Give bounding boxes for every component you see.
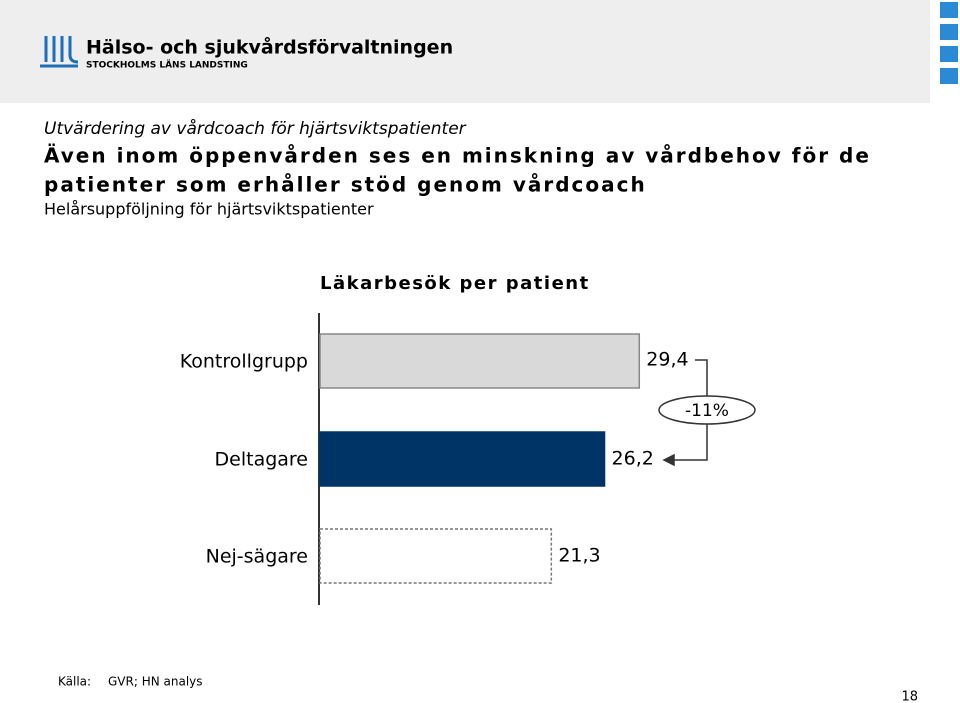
- logo-name: Hälso- och sjukvårdsförvaltningen: [86, 35, 453, 59]
- bar: [319, 333, 641, 389]
- title: patienter som erhåller stöd genom vårdco…: [44, 173, 647, 197]
- value-label: 26,2: [612, 448, 654, 470]
- page-number: 18: [901, 690, 918, 703]
- title: Även inom öppenvården ses en minskning a…: [44, 144, 871, 168]
- value-label: 29,4: [646, 349, 688, 371]
- annotation-ellipse: [658, 395, 756, 425]
- bar: [319, 528, 553, 584]
- supertitle: Utvärdering av vårdcoach för hjärtsvikts…: [44, 118, 467, 139]
- source: GVR; HN analys: [108, 675, 203, 689]
- decor-squares: [940, 2, 958, 84]
- annotation: -11%: [685, 401, 729, 421]
- subtitle: Helårsuppföljning för hjärtsviktspatient…: [44, 200, 374, 219]
- logo-sub: STOCKHOLMS LÄNS LANDSTING: [86, 60, 248, 71]
- category-label: Deltagare: [215, 449, 308, 471]
- bar: [319, 431, 606, 487]
- value-label: 21,3: [558, 545, 600, 567]
- chart-title: Läkarbesök per patient: [320, 273, 590, 294]
- category-label: Nej-sägare: [206, 546, 308, 568]
- source-label: Källa:: [58, 675, 91, 689]
- logo-mark: [40, 36, 79, 68]
- header-band: [0, 0, 930, 103]
- category-label: Kontrollgrupp: [180, 351, 308, 373]
